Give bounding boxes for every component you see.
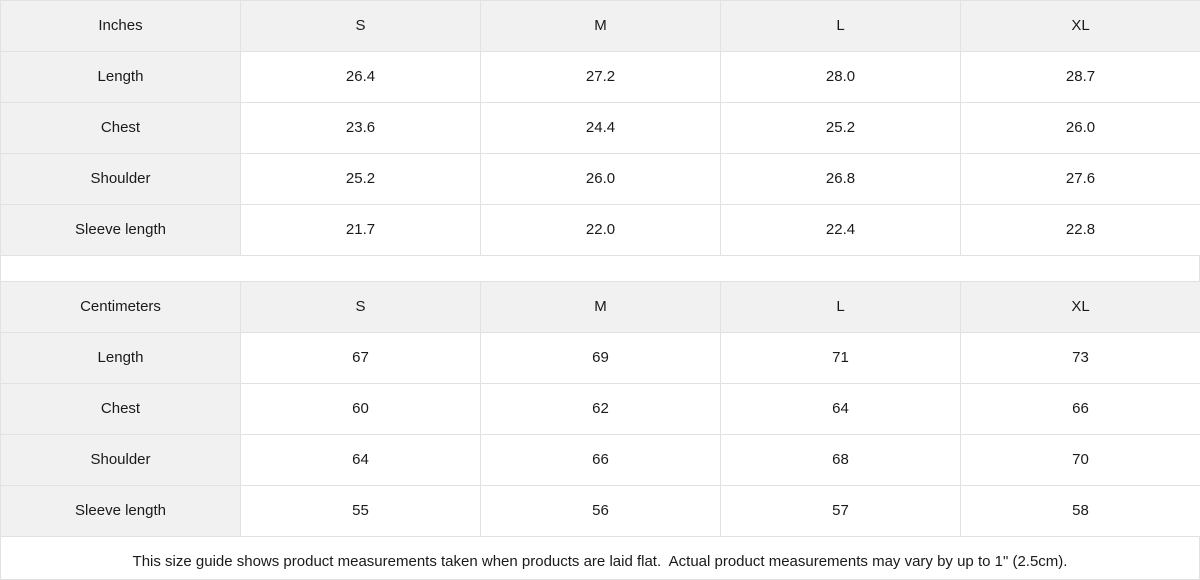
table-row: Shoulder 64 66 68 70 [0, 434, 1200, 487]
centimeters-unit-header: Centimeters [0, 281, 241, 334]
cell-sleeve-length-l: 22.4 [720, 204, 961, 256]
cell-chest-m: 24.4 [480, 102, 721, 154]
row-label-sleeve-length: Sleeve length [0, 204, 241, 256]
cell-length-m: 69 [480, 332, 721, 385]
cell-length-xl: 28.7 [960, 51, 1200, 103]
centimeters-table-body: Length 67 69 71 73 Chest 60 62 64 66 Sho… [0, 332, 1200, 538]
centimeters-size-header-m: M [480, 281, 721, 334]
row-label-shoulder: Shoulder [0, 153, 241, 205]
centimeters-table-head: Centimeters S M L XL [0, 281, 1200, 334]
cell-shoulder-m: 26.0 [480, 153, 721, 205]
cell-shoulder-l: 68 [720, 434, 961, 487]
table-row: Sleeve length 21.7 22.0 22.4 22.8 [0, 204, 1200, 256]
inches-size-header-xl: XL [960, 0, 1200, 52]
table-row: Length 67 69 71 73 [0, 332, 1200, 385]
inches-size-header-l: L [720, 0, 961, 52]
inches-size-header-m: M [480, 0, 721, 52]
cell-length-xl: 73 [960, 332, 1200, 385]
cell-shoulder-m: 66 [480, 434, 721, 487]
table-separator-gap [0, 256, 1200, 282]
cell-shoulder-xl: 70 [960, 434, 1200, 487]
cell-length-s: 26.4 [240, 51, 481, 103]
inches-table-body: Length 26.4 27.2 28.0 28.7 Chest 23.6 24… [0, 51, 1200, 256]
inches-size-table: Inches S M L XL Length 26.4 27.2 28.0 28… [0, 0, 1200, 256]
cell-chest-l: 64 [720, 383, 961, 436]
centimeters-size-header-s: S [240, 281, 481, 334]
cell-chest-s: 23.6 [240, 102, 481, 154]
cell-chest-m: 62 [480, 383, 721, 436]
cell-shoulder-l: 26.8 [720, 153, 961, 205]
table-header-row: Centimeters S M L XL [0, 281, 1200, 334]
table-row: Length 26.4 27.2 28.0 28.7 [0, 51, 1200, 103]
centimeters-size-table: Centimeters S M L XL Length 67 69 71 73 … [0, 281, 1200, 538]
cell-chest-s: 60 [240, 383, 481, 436]
row-label-chest: Chest [0, 383, 241, 436]
table-row: Chest 23.6 24.4 25.2 26.0 [0, 102, 1200, 154]
centimeters-size-header-l: L [720, 281, 961, 334]
cell-sleeve-length-xl: 58 [960, 485, 1200, 538]
row-label-length: Length [0, 51, 241, 103]
cell-sleeve-length-s: 21.7 [240, 204, 481, 256]
cell-sleeve-length-xl: 22.8 [960, 204, 1200, 256]
table-header-row: Inches S M L XL [0, 0, 1200, 52]
cell-shoulder-s: 64 [240, 434, 481, 487]
cell-length-l: 28.0 [720, 51, 961, 103]
cell-sleeve-length-m: 22.0 [480, 204, 721, 256]
row-label-length: Length [0, 332, 241, 385]
table-row: Sleeve length 55 56 57 58 [0, 485, 1200, 538]
row-label-shoulder: Shoulder [0, 434, 241, 487]
cell-length-s: 67 [240, 332, 481, 385]
cell-chest-xl: 66 [960, 383, 1200, 436]
inches-size-header-s: S [240, 0, 481, 52]
cell-chest-xl: 26.0 [960, 102, 1200, 154]
inches-unit-header: Inches [0, 0, 241, 52]
size-guide-disclaimer: This size guide shows product measuremen… [0, 537, 1200, 580]
row-label-sleeve-length: Sleeve length [0, 485, 241, 538]
row-label-chest: Chest [0, 102, 241, 154]
cell-sleeve-length-s: 55 [240, 485, 481, 538]
cell-shoulder-xl: 27.6 [960, 153, 1200, 205]
inches-table-head: Inches S M L XL [0, 0, 1200, 52]
cell-length-l: 71 [720, 332, 961, 385]
cell-sleeve-length-m: 56 [480, 485, 721, 538]
cell-shoulder-s: 25.2 [240, 153, 481, 205]
centimeters-size-header-xl: XL [960, 281, 1200, 334]
table-row: Chest 60 62 64 66 [0, 383, 1200, 436]
cell-length-m: 27.2 [480, 51, 721, 103]
cell-chest-l: 25.2 [720, 102, 961, 154]
table-row: Shoulder 25.2 26.0 26.8 27.6 [0, 153, 1200, 205]
cell-sleeve-length-l: 57 [720, 485, 961, 538]
